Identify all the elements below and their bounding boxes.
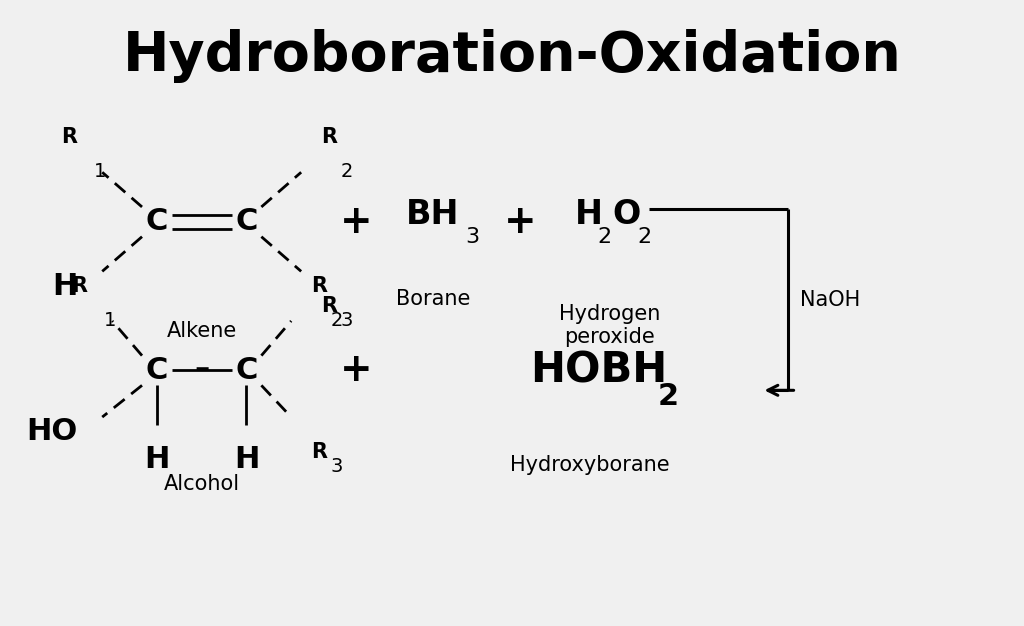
Text: Borane: Borane [396, 289, 471, 309]
Text: 2: 2 [331, 311, 343, 330]
Text: HOBH: HOBH [529, 349, 668, 391]
Text: R: R [311, 276, 327, 296]
Text: Hydroboration-Oxidation: Hydroboration-Oxidation [123, 29, 901, 83]
Text: R: R [311, 442, 327, 462]
Text: Alkene: Alkene [167, 321, 237, 341]
Text: R: R [322, 296, 337, 316]
Text: 2: 2 [637, 227, 651, 247]
Text: Hydroxyborane: Hydroxyborane [510, 454, 670, 475]
Text: 2: 2 [341, 162, 353, 182]
Text: 3: 3 [331, 457, 343, 476]
Text: +: + [340, 351, 372, 389]
Text: H: H [52, 272, 78, 300]
Text: C: C [145, 356, 168, 385]
Text: +: + [504, 203, 537, 241]
Text: C: C [236, 356, 258, 385]
Text: 1: 1 [94, 162, 106, 182]
Text: –: – [195, 354, 209, 383]
Text: 3: 3 [341, 311, 353, 330]
Text: 2: 2 [598, 227, 611, 247]
Text: H: H [144, 445, 170, 474]
Text: Hydrogen
peroxide: Hydrogen peroxide [559, 304, 660, 347]
Text: 3: 3 [465, 227, 479, 247]
Text: HO: HO [27, 418, 78, 446]
Text: C: C [145, 207, 168, 237]
Text: 1: 1 [104, 311, 117, 330]
Text: Alcohol: Alcohol [164, 475, 240, 495]
Text: R: R [72, 276, 87, 296]
Text: BH: BH [406, 198, 459, 232]
Text: H: H [233, 445, 259, 474]
Text: O: O [612, 198, 641, 232]
Text: R: R [322, 128, 337, 148]
Text: R: R [61, 128, 78, 148]
Text: 2: 2 [657, 382, 678, 411]
Text: +: + [340, 203, 372, 241]
Text: H: H [574, 198, 603, 232]
Text: NaOH: NaOH [801, 290, 861, 310]
Text: C: C [236, 207, 258, 237]
